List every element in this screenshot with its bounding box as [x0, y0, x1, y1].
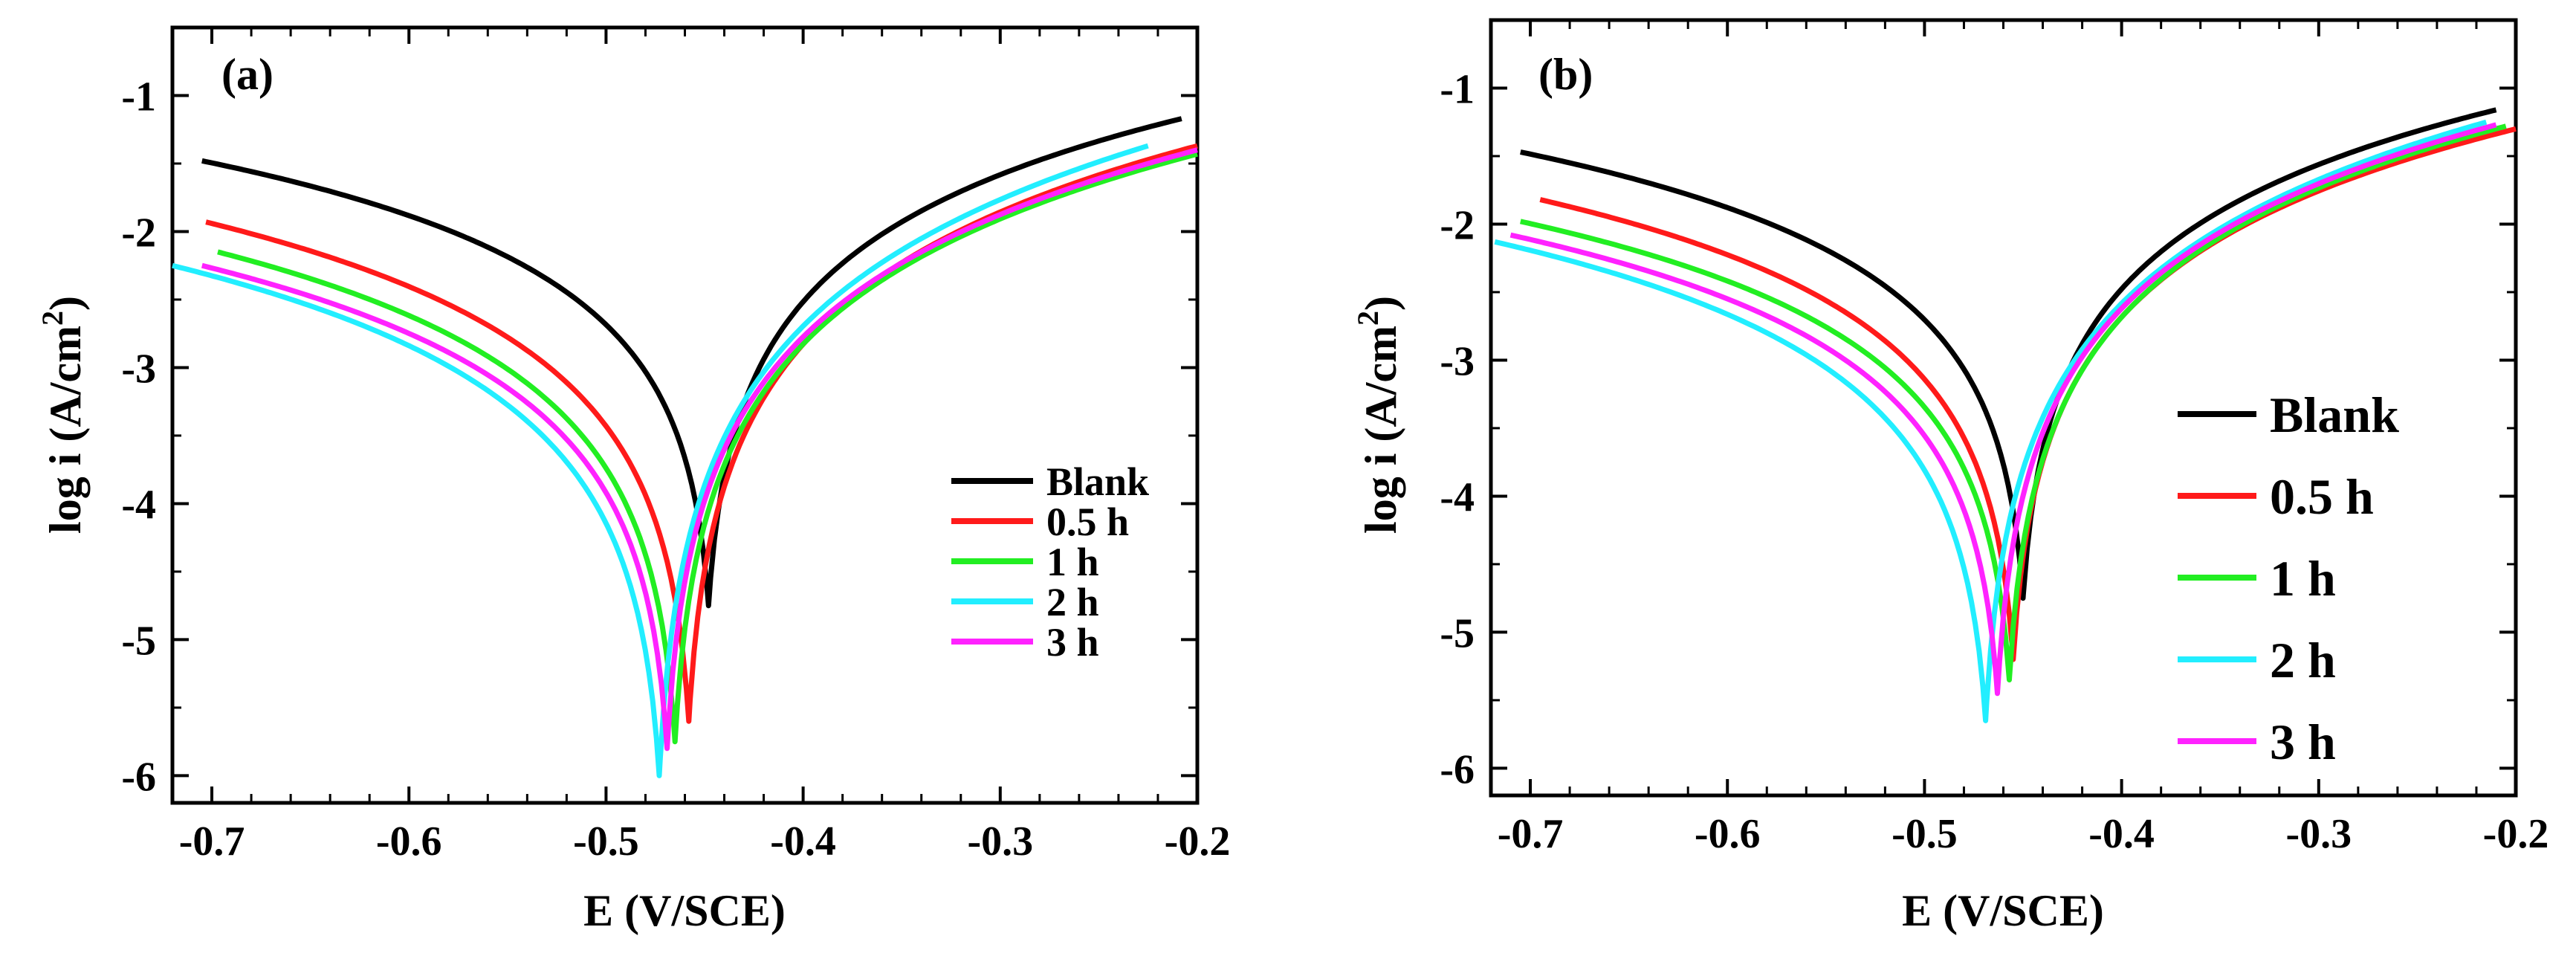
y-axis-label-main: log i (A/cm [41, 326, 90, 534]
legend-label: 3 h [2270, 714, 2336, 770]
legend-label: 1 h [2270, 550, 2336, 607]
y-tick-label: -6 [121, 754, 156, 800]
x-tick-label: -0.2 [2483, 811, 2549, 857]
series-line-2-h [172, 143, 1149, 778]
legend: Blank 0.5 h 1 h 2 h 3 h [2178, 387, 2399, 770]
y-tick-label: -1 [1440, 66, 1475, 112]
tick-labels: -0.7 -0.6 -0.5 -0.4 -0.3 -0.2 -1 -2 -3 -4 -5 -6 [1440, 66, 2549, 857]
x-tick-label: -0.4 [770, 818, 836, 865]
series-line-Blank [1520, 107, 2497, 601]
y-axis-label-close: ) [41, 296, 90, 311]
y-tick-label: -4 [1440, 474, 1475, 520]
tick-marks [171, 26, 1199, 803]
y-axis-label-superscript: 2 [36, 311, 69, 326]
y-axis-label-close: ) [1356, 296, 1405, 311]
x-tick-label: -0.7 [1498, 811, 1564, 857]
chart-panel-b: -0.7 -0.6 -0.5 -0.4 -0.3 -0.2 -1 -2 -3 -4 -5 -6 (b)… [1351, 18, 2549, 935]
series-line-2-h [1494, 119, 2488, 723]
legend-label: Blank [2270, 387, 2399, 443]
x-tick-label: -0.7 [179, 818, 245, 865]
y-tick-label: -4 [121, 482, 156, 528]
legend-label: 1 h [1046, 540, 1099, 584]
x-axis-label: E (V/SCE) [583, 886, 786, 935]
y-tick-label: -1 [121, 74, 156, 120]
curves [1494, 107, 2517, 723]
panel-label: (b) [1538, 50, 1593, 99]
x-tick-label: -0.3 [967, 818, 1033, 865]
x-tick-label: -0.4 [2088, 811, 2155, 857]
panel-label: (a) [221, 50, 274, 99]
y-tick-label: -2 [1440, 202, 1475, 248]
series-line-0_5-h [205, 143, 1198, 724]
y-axis-label-superscript: 2 [1351, 311, 1385, 326]
series-line-3-h [1509, 122, 2497, 697]
series-line-1-h [1519, 123, 2507, 682]
legend-label: 0.5 h [1046, 500, 1129, 544]
curves [172, 116, 1198, 778]
x-tick-label: -0.5 [573, 818, 639, 865]
x-tick-label: -0.5 [1891, 811, 1958, 857]
y-tick-label: -2 [121, 210, 156, 256]
series-line-Blank [201, 116, 1182, 609]
y-axis-label: log i (A/cm2) [36, 296, 90, 534]
x-tick-label: -0.6 [376, 818, 442, 865]
x-axis-label: E (V/SCE) [1902, 886, 2104, 935]
y-tick-label: -3 [1440, 338, 1475, 384]
x-tick-label: -0.6 [1695, 811, 1761, 857]
legend-label: Blank [1046, 459, 1149, 504]
y-tick-label: -3 [121, 346, 156, 392]
legend-label: 0.5 h [2270, 468, 2374, 525]
x-tick-label: -0.2 [1165, 818, 1231, 865]
legend-label: 2 h [2270, 632, 2336, 688]
tick-labels: -0.7 -0.6 -0.5 -0.4 -0.3 -0.2 -1 -2 -3 -4 -5 -6 [121, 74, 1230, 865]
chart-panel-a: -0.7 -0.6 -0.5 -0.4 -0.3 -0.2 -1 -2 -3 -4 -5 -6 (a)… [36, 25, 1230, 935]
legend-label: 3 h [1046, 620, 1099, 665]
x-tick-label: -0.3 [2285, 811, 2352, 857]
series-line-1-h [217, 151, 1198, 745]
y-tick-label: -5 [121, 618, 156, 664]
y-axis-label: log i (A/cm2) [1351, 296, 1405, 534]
y-tick-label: -5 [1440, 610, 1475, 656]
y-tick-label: -6 [1440, 746, 1475, 792]
legend-label: 2 h [1046, 580, 1099, 624]
tick-marks [1489, 19, 2517, 795]
y-axis-label-main: log i (A/cm [1356, 326, 1405, 534]
series-line-3-h [201, 147, 1198, 752]
